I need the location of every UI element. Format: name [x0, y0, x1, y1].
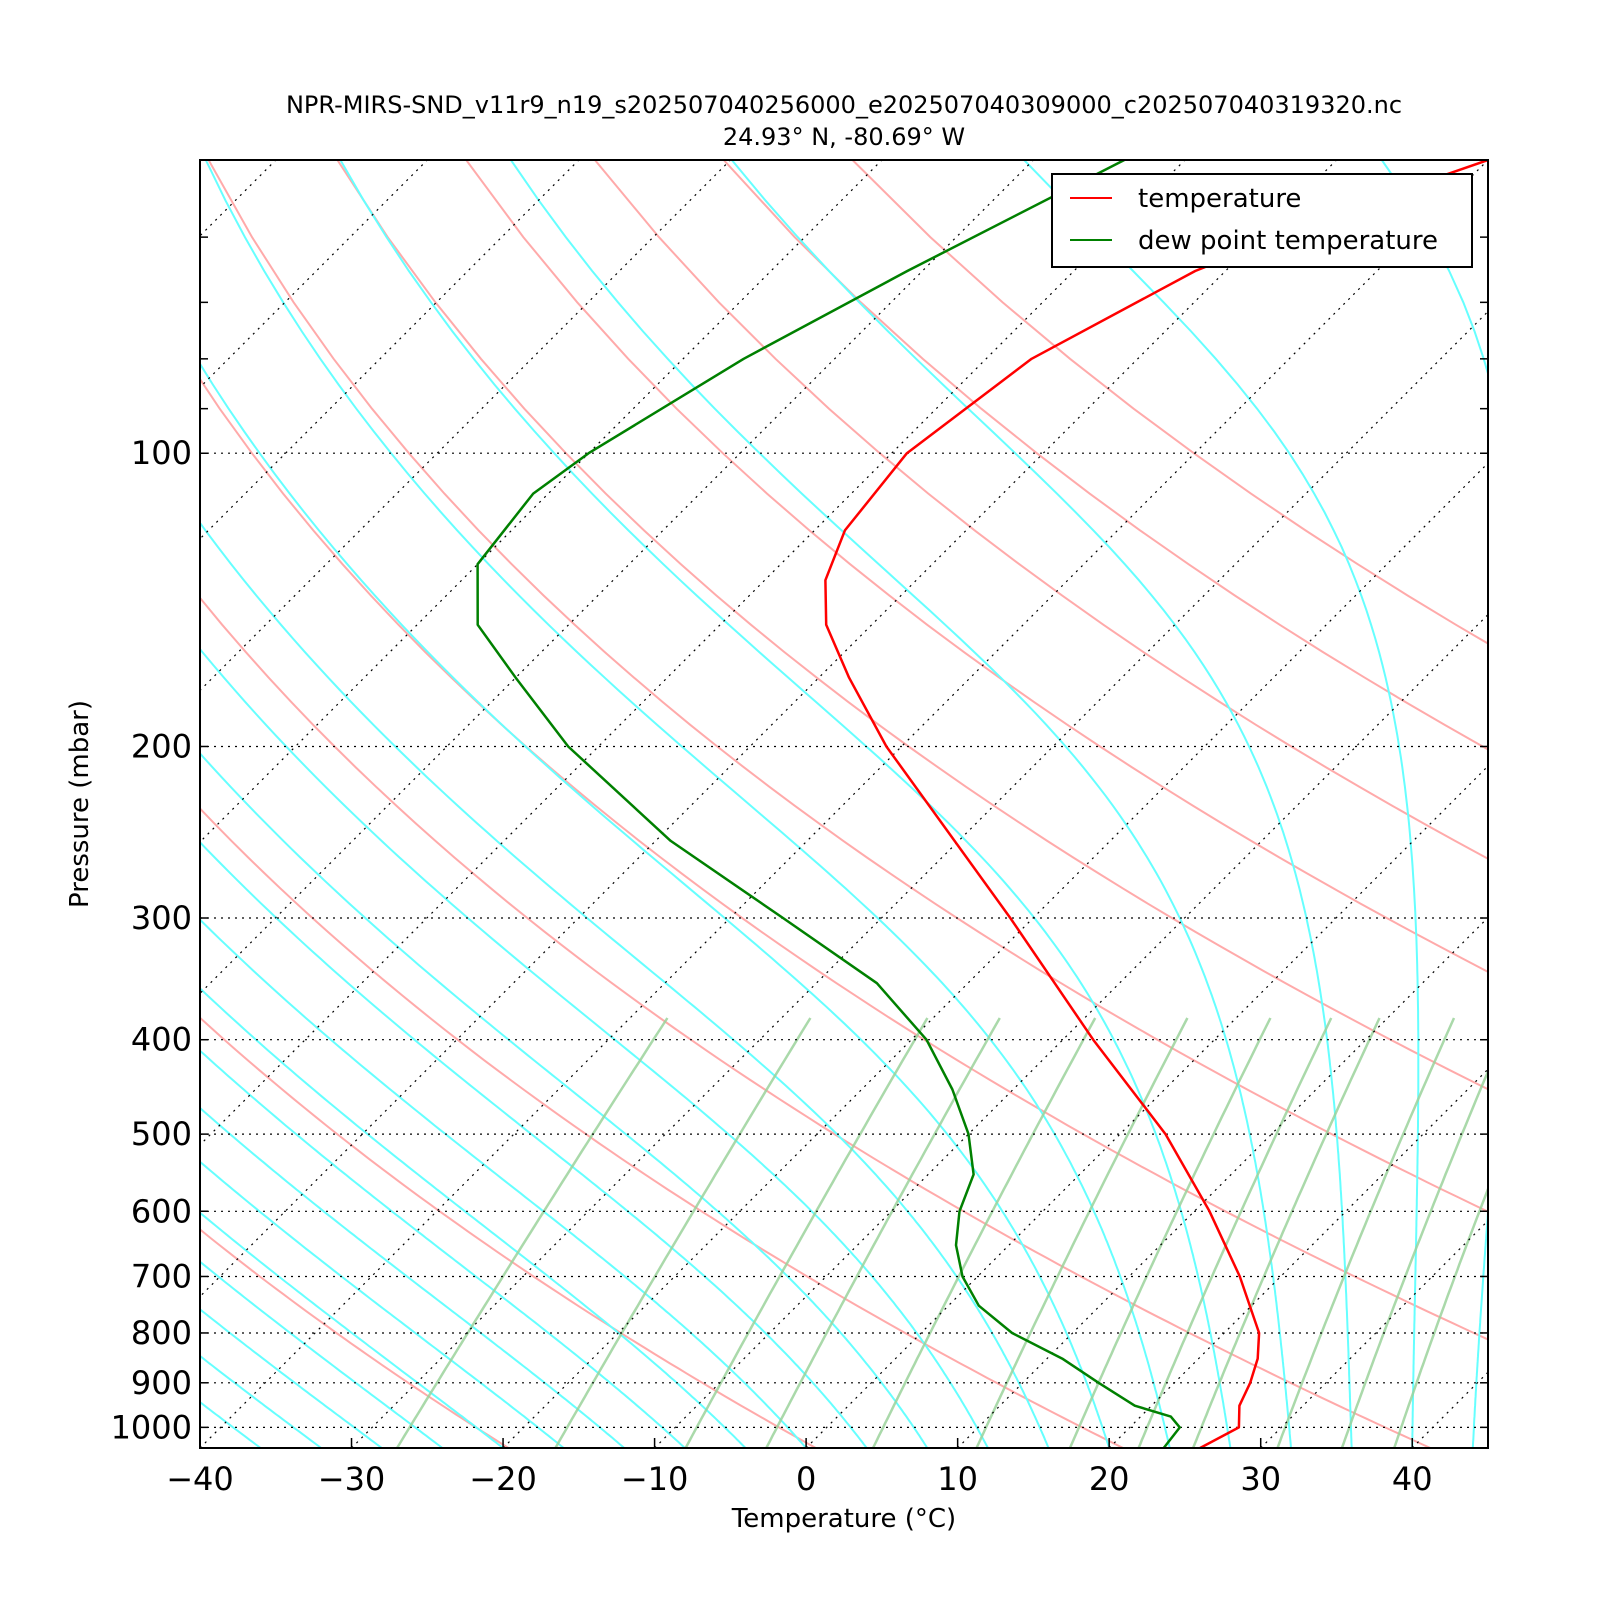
dry-adiabat-8 [594, 160, 1488, 860]
y-tick-label-9: 1000 [111, 1408, 192, 1446]
x-tick-label-3: −10 [621, 1460, 689, 1498]
dry-adiabat-7 [465, 160, 1488, 973]
y-tick-label-1: 200 [131, 727, 192, 765]
mixing-ratio-line-6 [1068, 1017, 1272, 1448]
moist-adiabat-9 [200, 918, 807, 1448]
isotherm-m80 [200, 160, 883, 843]
isotherm-m50 [200, 160, 1337, 1298]
mixing-ratio-line-8 [1191, 1017, 1381, 1448]
moist-adiabat-15 [204, 160, 1171, 1448]
dry-adiabat-3 [200, 596, 1431, 1448]
legend-label-dewpoint: dew point temperature [1138, 226, 1438, 256]
isotherm-m70 [200, 160, 1034, 995]
isotherm-m30 [351, 310, 1488, 1448]
moist-adiabat-19 [1023, 160, 1420, 1448]
x-tick-label-7: 30 [1240, 1460, 1281, 1498]
dry-adiabat-1 [200, 1016, 817, 1448]
mixing-ratio-line-11 [1393, 1185, 1488, 1448]
mixing-ratio-line-0 [395, 1017, 669, 1448]
x-tick-label-0: −40 [166, 1460, 234, 1498]
background-lines [200, 160, 1488, 1448]
grid-lines [200, 160, 1488, 1448]
dry-adiabat-4 [200, 377, 1488, 1341]
x-tick-label-5: 10 [937, 1460, 978, 1498]
x-axis-label: Temperature (°C) [731, 1504, 956, 1534]
mixing-ratio-line-7 [1137, 1017, 1333, 1448]
axis-ticks [199, 159, 1488, 1448]
legend-box [1051, 173, 1473, 268]
legend-label-temperature: temperature [1138, 184, 1301, 214]
y-tick-label-3: 400 [131, 1021, 192, 1059]
moist-adiabat-16 [339, 160, 1232, 1448]
y-tick-label-4: 500 [131, 1115, 192, 1153]
series-line-dewpoint [476, 160, 1182, 1448]
isotherm-0 [805, 765, 1488, 1448]
mixing-ratio-line-9 [1276, 1017, 1456, 1448]
plot-frame [199, 159, 1489, 1449]
moist-adiabat-20 [1380, 160, 1488, 1448]
chart-subtitle: 24.93° N, -80.69° W [723, 123, 965, 151]
x-tick-label-1: −30 [318, 1460, 386, 1498]
mixing-ratio-line-4 [871, 1017, 1097, 1448]
y-tick-labels: 100 200 300 400 500 600 700 800 900 1000 [111, 434, 192, 1446]
y-axis-label: Pressure (mbar) [65, 700, 95, 908]
moist-adiabat-1 [200, 1354, 322, 1448]
dry-adiabat-5 [207, 160, 1488, 1213]
mixing-ratio-line-10 [1340, 1068, 1488, 1448]
moist-adiabat-12 [200, 647, 989, 1448]
mixing-ratio-line-1 [554, 1017, 812, 1448]
moist-adiabat-3 [200, 1260, 444, 1448]
moist-adiabat-5 [200, 1160, 565, 1448]
isotherm-m10 [654, 613, 1488, 1448]
moist-adiabat-8 [200, 987, 747, 1448]
x-tick-label-4: 0 [796, 1460, 816, 1498]
dry-adiabat-2 [200, 807, 1124, 1448]
y-tick-label-0: 100 [131, 434, 192, 472]
x-tick-label-2: −20 [469, 1460, 537, 1498]
dry-adiabat-0 [200, 1228, 510, 1448]
series-line-temperature [824, 160, 1488, 1448]
moist-adiabat-18 [731, 160, 1353, 1448]
mixing-ratio-line-5 [975, 1017, 1189, 1448]
y-tick-label-7: 800 [131, 1314, 192, 1352]
mixing-ratio-line-2 [684, 1017, 929, 1448]
y-tick-label-2: 300 [131, 899, 192, 937]
isotherm-m40 [200, 160, 1488, 1448]
x-tick-label-8: 40 [1392, 1460, 1433, 1498]
chart-title: NPR-MIRS-SND_v11r9_n19_s202507040256000_… [286, 91, 1402, 119]
moist-adiabat-7 [200, 1049, 686, 1448]
x-tick-label-6: 20 [1089, 1460, 1130, 1498]
moist-adiabat-13 [200, 521, 1050, 1448]
moist-adiabat-2 [200, 1308, 383, 1448]
x-tick-labels: −40 −30 −20 −10 0 10 20 30 40 [166, 1460, 1432, 1498]
moist-adiabat-6 [200, 1106, 625, 1448]
moist-adiabat-14 [200, 362, 1111, 1448]
y-tick-label-8: 900 [131, 1364, 192, 1402]
y-tick-label-5: 600 [131, 1192, 192, 1230]
isotherm-m60 [200, 160, 1186, 1146]
mixing-ratio-line-3 [765, 1017, 1001, 1448]
moist-adiabat-11 [200, 751, 929, 1448]
y-tick-label-6: 700 [131, 1257, 192, 1295]
isotherm-m20 [502, 462, 1488, 1448]
moist-adiabat-4 [200, 1211, 504, 1448]
series-layer [476, 160, 1488, 1448]
legend: temperature dew point temperature [1051, 173, 1473, 268]
dry-adiabat-6 [336, 160, 1488, 1091]
